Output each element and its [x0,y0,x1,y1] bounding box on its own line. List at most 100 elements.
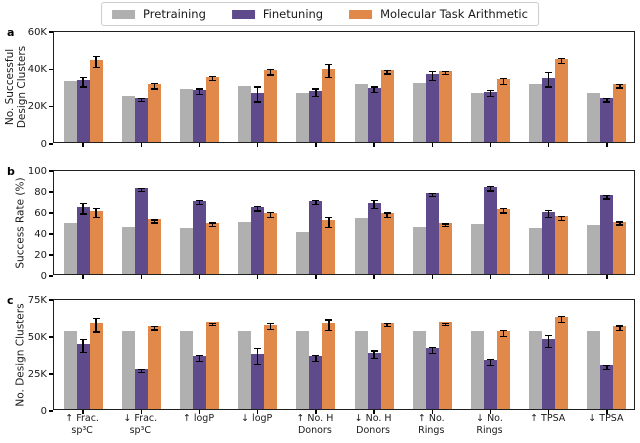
x-tick-mark [257,409,259,415]
molecular-task-arithmetic-bar [206,322,219,409]
error-bar-cap [370,199,378,202]
error-bar-cap [487,364,494,366]
error-bar-cap [616,329,624,332]
pretraining-bar [296,330,310,409]
y-tick-label: 50K [27,331,47,343]
error-bar [606,98,608,102]
error-bar-cap [312,360,320,363]
error-bar-cap [196,88,203,90]
error-bar-cap [441,225,449,227]
error-bar-cap [137,101,145,103]
molecular-task-arithmetic-bar [322,323,336,409]
molecular-task-arithmetic-bar [264,213,278,274]
finetuning-bar [309,90,323,142]
finetuning-bar [251,92,265,142]
pretraining-bar [63,330,77,409]
error-bar-cap [383,326,391,328]
error-bar-cap [92,66,100,69]
error-bar-cap [545,346,553,349]
error-bar-cap [441,71,449,73]
error-bar-cap [150,82,158,85]
error-bar [502,78,505,85]
error-bar-cap [558,219,566,222]
error-bar [95,318,97,332]
error-bar [619,84,621,88]
molecular-task-arithmetic-bar [147,326,161,409]
x-tick-label: ↑ logP [161,413,235,425]
molecular-task-arithmetic-bar [380,323,394,409]
finetuning-bar [600,98,614,142]
molecular-task-arithmetic-bar [555,58,569,142]
finetuning-bar [76,343,90,409]
molecular-task-arithmetic-bar [613,221,627,274]
error-bar-cap [79,202,87,205]
error-bar [489,359,492,366]
molecular-task-arithmetic-bar [380,70,394,142]
y-axis-label-line: Success Rate (%) [14,176,26,269]
error-bar [257,206,259,211]
x-tick-mark [606,274,608,280]
pretraining-swatch-icon [112,9,136,19]
error-bar [140,369,142,373]
x-tick-label-line: Donors [297,424,332,436]
legend-label: Finetuning [262,7,324,21]
error-bar-cap [196,204,203,206]
y-tick-mark [49,68,53,70]
y-tick-label: 0 [40,270,47,282]
x-tick-mark [140,142,142,148]
x-tick-label-line: ↓ TPSA [588,413,624,424]
error-bar-cap [500,329,507,332]
x-tick-label: ↑ No. H Donors [278,413,352,436]
error-bar-cap [79,213,87,215]
error-bar [198,355,201,362]
x-tick-mark [140,409,142,415]
x-tick-label-line: ↑ No. [417,413,445,424]
y-tick-mark [49,143,53,145]
y-tick-label: 0 [40,405,47,417]
error-bar [153,219,155,223]
x-tick-label-line: Rings [418,424,445,436]
error-bar [95,208,97,218]
molecular-task-arithmetic-bar [438,322,452,409]
error-bar [431,71,433,81]
finetuning-bar [542,339,556,409]
y-axis-label-b: Success Rate (%) [14,155,26,290]
panel-letter-a: a [7,26,15,39]
y-tick-label: 100 [27,165,47,177]
error-bar [198,200,201,205]
error-bar-cap [603,195,611,197]
molecular-task-arithmetic-bar [147,219,161,274]
molecular-task-arithmetic-bar [147,84,161,142]
error-bar-cap [603,198,611,200]
error-bar [82,203,84,215]
error-bar [619,221,621,226]
legend-item-finetuning: Finetuning [231,7,324,21]
error-bar-cap [254,86,262,88]
x-tick-label: ↓ Frac. sp³C [103,413,177,436]
x-tick-mark [373,274,375,280]
error-bar-cap [325,64,333,66]
x-tick-mark [431,274,433,280]
error-bar [257,87,259,102]
molecular-task-arithmetic-bar [613,84,627,142]
error-bar-cap [209,222,216,224]
finetuning-bar [600,195,614,274]
pretraining-bar [587,224,601,274]
error-bar [315,88,317,97]
y-tick-label: 60 [34,207,47,219]
panel-letter-c: c [7,294,14,307]
finetuning-bar [367,202,381,274]
error-bar-cap [428,192,436,195]
x-tick-mark [82,142,84,148]
y-axis-label-line: Design Clusters [16,45,28,129]
error-bar [373,200,375,209]
x-tick-label-line: ↓ Frac. [123,413,158,424]
error-bar-cap [92,55,100,57]
error-bar [328,319,330,331]
error-bar-cap [500,83,507,85]
finetuning-bar [251,206,265,274]
molecular-task-arithmetic-bar [89,211,103,274]
x-tick-label: ↑ No. Rings [394,413,468,436]
x-tick-mark [373,409,375,415]
